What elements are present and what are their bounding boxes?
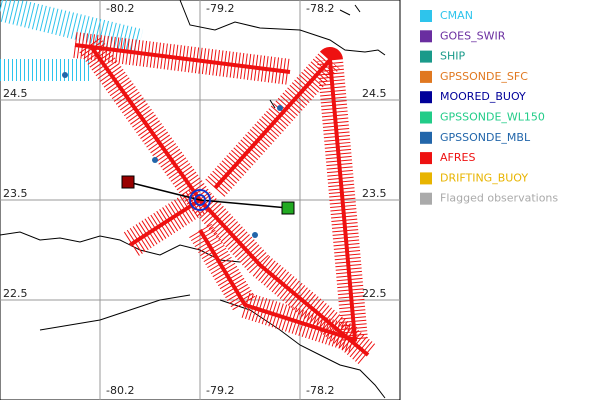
legend-swatch: [420, 172, 432, 185]
coastlines: [0, 0, 386, 399]
lat-label: 23.5: [362, 187, 387, 200]
barb-track: [0, 0, 144, 55]
lon-label: -80.2: [106, 384, 134, 397]
legend-label: CMAN: [440, 9, 473, 22]
center-ring: [189, 189, 211, 211]
coastline: [179, 0, 386, 56]
station-marker: [281, 201, 295, 215]
coastline: [269, 4, 361, 109]
legend-label: GPSSONDE_MBL: [440, 131, 531, 144]
legend-swatch: [420, 111, 432, 124]
legend-swatch: [420, 131, 432, 144]
legend-label: Flagged observations: [440, 192, 558, 205]
obs-dot: [152, 157, 158, 163]
link: [199, 199, 289, 209]
flight-track: [74, 43, 370, 357]
cyan-barbs: [0, 0, 144, 81]
lon-label: -79.2: [206, 2, 234, 15]
lat-label: 24.5: [362, 87, 387, 100]
legend-swatch: [420, 152, 432, 165]
coastline: [219, 299, 386, 399]
legend-label: SHIP: [440, 50, 465, 63]
legend-swatch: [420, 91, 432, 104]
legend-swatch: [420, 10, 432, 22]
link: [127, 181, 201, 201]
lat-label: 22.5: [362, 287, 387, 300]
legend-swatch: [420, 70, 432, 83]
lon-label: -80.2: [106, 2, 134, 15]
legend-swatch: [420, 192, 432, 205]
coastline: [39, 294, 191, 331]
legend-swatch: [420, 50, 432, 63]
lon-label: -79.2: [206, 384, 234, 397]
coastline: [0, 231, 241, 263]
legend-label: GPSSONDE_SFC: [440, 70, 528, 83]
lat-label: 23.5: [3, 187, 28, 200]
obs-dot: [62, 72, 68, 78]
stations: [62, 72, 295, 238]
lon-label: -78.2: [306, 384, 334, 397]
lat-label: 24.5: [3, 87, 28, 100]
legend: CMAN GOES_SWIR SHIP GPSSONDE_SFC MOORED_BUOY…: [420, 9, 558, 205]
station-marker: [121, 175, 135, 189]
obs-dot: [277, 105, 283, 111]
tick-labels: -80.2 -80.2 -79.2 -79.2 -78.2 -78.2 24.5 24.5 23…: [3, 2, 387, 397]
legend-label: GOES_SWIR: [440, 29, 506, 42]
legend-label: DRIFTING_BUOY: [440, 171, 528, 184]
lon-label: -78.2: [306, 2, 334, 15]
obs-dot: [252, 232, 258, 238]
legend-label: MOORED_BUOY: [440, 90, 526, 103]
legend-label: GPSSONDE_WL150: [440, 111, 545, 124]
legend-label: AFRES: [440, 151, 475, 164]
legend-swatch: [420, 30, 432, 43]
center-ring: [194, 194, 206, 206]
lat-label: 22.5: [3, 287, 28, 300]
red-barbs: [73, 32, 377, 365]
